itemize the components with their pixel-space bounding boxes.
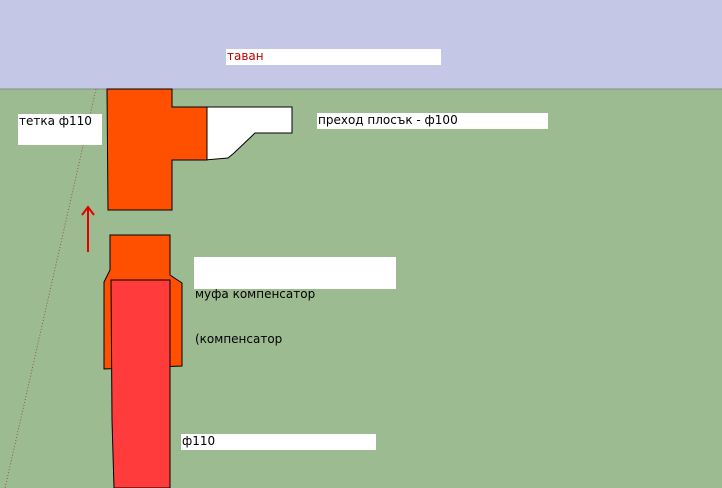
coupling-label-line2: (компенсатор [195, 332, 283, 346]
wall-corner-dotted-line [4, 88, 97, 488]
coupling-label-line1: муфа компенсатор [195, 287, 316, 301]
pipe-f110 [110, 279, 171, 488]
tee-fitting [106, 88, 208, 211]
transition-label: преход плосък - ф100 [317, 113, 548, 129]
ceiling-area [0, 0, 722, 89]
tee-label: тетка ф110 [18, 114, 102, 145]
ceiling-label: таван [226, 49, 441, 65]
pipe-label: ф110 [181, 434, 376, 450]
coupling-label: муфа компенсатор (компенсатор [194, 257, 396, 346]
up-arrow-icon [81, 205, 95, 252]
flat-transition-fitting [204, 106, 293, 161]
